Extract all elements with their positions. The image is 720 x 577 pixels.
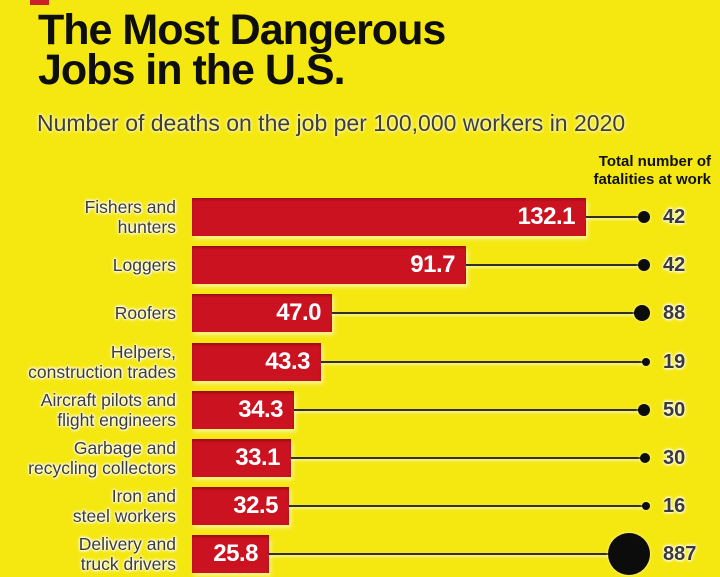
chart-row-fishers-and-hunters: Fishers and hunters 132.1 42 — [0, 197, 720, 237]
deaths-rate-bar: 132.1 — [192, 198, 586, 236]
total-fatalities-value: 30 — [663, 446, 686, 469]
chart-row-delivery-truck-drivers: Delivery and truck drivers 25.8 887 — [0, 533, 720, 575]
chart-row-roofers: Roofers 47.0 88 — [0, 294, 720, 332]
deaths-rate-bar: 43.3 — [192, 343, 321, 381]
connector-line — [321, 361, 645, 363]
deaths-rate-bar: 25.8 — [192, 535, 269, 573]
fatalities-dot — [638, 259, 650, 271]
bar-value-label: 43.3 — [265, 348, 310, 375]
category-label: Loggers — [112, 255, 176, 275]
connector-line — [291, 457, 645, 459]
category-label: Delivery and truck drivers — [78, 534, 176, 574]
bar-value-label: 34.3 — [238, 396, 283, 423]
bar-value-label: 91.7 — [410, 251, 455, 278]
deaths-rate-bar: 47.0 — [192, 294, 332, 332]
deaths-rate-bar: 32.5 — [192, 487, 289, 525]
fatalities-dot — [638, 404, 650, 416]
fatalities-dot — [634, 305, 650, 321]
category-label: Helpers, construction trades — [28, 342, 176, 382]
total-fatalities-value: 16 — [663, 494, 686, 517]
deaths-rate-bar: 34.3 — [192, 391, 294, 429]
page-title: The Most Dangerous Jobs in the U.S. — [38, 6, 446, 94]
total-fatalities-column-header: Total number of fatalities at work — [593, 153, 711, 188]
fatalities-dot — [608, 533, 650, 575]
bar-chart: Fishers and hunters 132.1 42 Loggers 91.… — [0, 197, 720, 577]
connector-line — [294, 409, 645, 411]
connector-line — [289, 505, 645, 507]
fatalities-dot — [642, 502, 650, 510]
chart-row-garbage-recycling-collectors: Garbage and recycling collectors 33.1 30 — [0, 438, 720, 478]
chart-row-loggers: Loggers 91.7 42 — [0, 246, 720, 284]
page-subtitle: Number of deaths on the job per 100,000 … — [37, 110, 626, 136]
bar-value-label: 32.5 — [233, 492, 278, 519]
connector-line — [466, 264, 645, 266]
bar-value-label: 33.1 — [235, 444, 280, 471]
deaths-rate-bar: 91.7 — [192, 246, 466, 284]
category-label: Iron and steel workers — [72, 486, 176, 526]
connector-line — [269, 553, 645, 555]
category-label: Roofers — [114, 303, 176, 323]
chart-row-iron-steel-workers: Iron and steel workers 32.5 16 — [0, 486, 720, 526]
bar-value-label: 132.1 — [517, 203, 575, 230]
top-accent-mark — [30, 0, 49, 5]
total-fatalities-value: 50 — [663, 398, 686, 421]
total-fatalities-value: 887 — [663, 542, 697, 565]
connector-line — [332, 312, 645, 314]
fatalities-dot — [638, 211, 650, 223]
fatalities-dot — [642, 358, 650, 366]
category-label: Aircraft pilots and flight engineers — [40, 390, 176, 430]
bar-value-label: 47.0 — [276, 299, 321, 326]
fatalities-dot — [640, 453, 650, 463]
total-fatalities-value: 42 — [663, 205, 686, 228]
total-fatalities-value: 19 — [663, 350, 686, 373]
deaths-rate-bar: 33.1 — [192, 439, 291, 477]
chart-row-helpers-construction-trades: Helpers, construction trades 43.3 19 — [0, 342, 720, 382]
bar-value-label: 25.8 — [213, 540, 258, 567]
chart-row-aircraft-pilots-flight-engineers: Aircraft pilots and flight engineers 34.… — [0, 390, 720, 430]
category-label: Fishers and hunters — [84, 197, 176, 237]
total-fatalities-value: 88 — [663, 301, 686, 324]
connector-line — [586, 216, 645, 218]
total-fatalities-value: 42 — [663, 253, 686, 276]
category-label: Garbage and recycling collectors — [28, 438, 176, 478]
